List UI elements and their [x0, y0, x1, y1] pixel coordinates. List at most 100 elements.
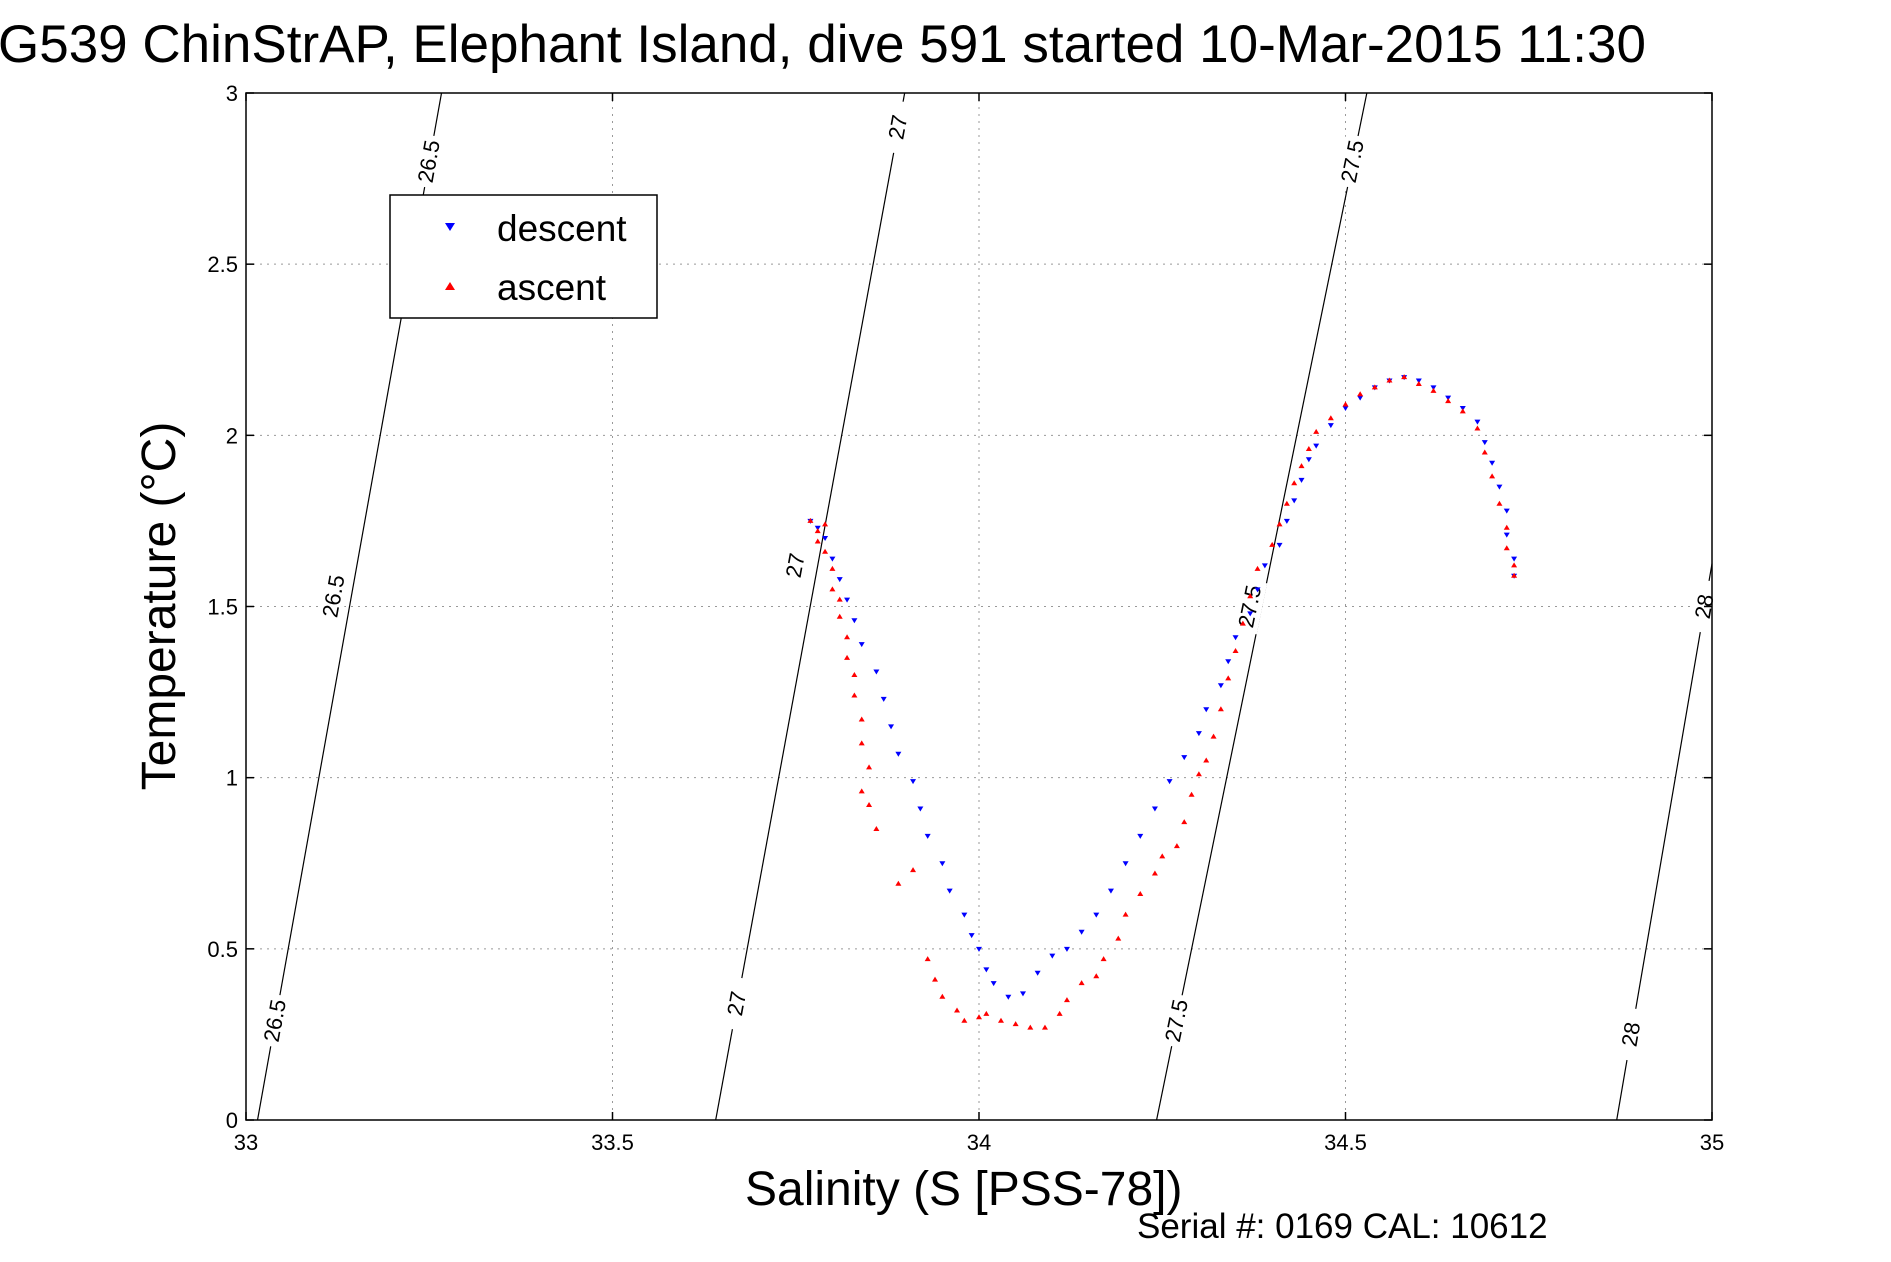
ascent-point	[939, 993, 946, 999]
y-tick-label: 1.5	[207, 595, 238, 620]
ascent-point	[932, 976, 939, 982]
ascent-point	[1445, 398, 1452, 404]
isopycnal-label-bg	[1233, 578, 1268, 635]
ascent-point	[822, 521, 829, 527]
ascent-point	[1371, 384, 1378, 390]
isopycnal-label: 27	[781, 551, 810, 580]
isopycnal-label-bg	[1335, 133, 1370, 190]
descent-point	[910, 779, 917, 785]
ascent-point	[976, 1014, 982, 1020]
ascent-point	[1254, 565, 1261, 571]
descent-point	[917, 806, 924, 812]
isopycnal-label: 27.5	[1160, 997, 1193, 1044]
descent-point	[1298, 477, 1305, 483]
descent-point	[873, 669, 880, 675]
legend-ascent-marker	[445, 282, 455, 290]
y-tick-label: 1	[226, 766, 238, 791]
ascent-point	[866, 802, 873, 808]
descent-point	[1276, 542, 1283, 548]
descent-point	[1342, 405, 1349, 411]
ascent-point	[1041, 1024, 1048, 1030]
ascent-point	[851, 692, 858, 698]
descent-point	[1049, 953, 1056, 959]
descent-point	[1232, 635, 1239, 641]
ascent-point	[895, 880, 902, 886]
ascent-point	[910, 867, 917, 873]
chart-title: G539 ChinStrAP, Elephant Island, dive 59…	[0, 15, 1646, 74]
descent-point	[1481, 440, 1488, 446]
descent-point	[1357, 395, 1364, 401]
descent-point	[1217, 683, 1224, 689]
y-tick-label: 0.5	[207, 937, 238, 962]
descent-point	[976, 946, 982, 952]
descent-point	[858, 642, 865, 648]
legend: descent ascent	[389, 194, 658, 319]
ascent-point	[1195, 771, 1202, 777]
ascent-point	[1181, 819, 1188, 825]
ascent-point	[1357, 391, 1364, 397]
isopycnal-label: 27	[722, 989, 751, 1018]
ascent-point	[1137, 891, 1144, 897]
ascent-point	[1056, 1010, 1063, 1016]
x-tick-label: 35	[1700, 1130, 1724, 1155]
isopycnal-label-bg	[317, 568, 351, 624]
ascent-point	[814, 528, 821, 534]
descent-point	[1503, 532, 1510, 538]
descent-point	[1203, 707, 1210, 713]
ascent-point	[983, 1010, 990, 1016]
descent-point	[844, 597, 851, 603]
descent-point	[836, 577, 843, 583]
ascent-point	[1313, 428, 1320, 434]
ascent-point	[1386, 377, 1393, 383]
ascent-point	[822, 548, 829, 554]
descent-point	[1181, 755, 1188, 761]
isopycnal-label: 26.5	[259, 997, 291, 1044]
ascent-point	[1100, 956, 1107, 962]
ascent-point	[836, 613, 843, 619]
ascent-point	[1159, 853, 1166, 859]
descent-point	[1093, 912, 1100, 918]
ascent-point	[1232, 648, 1239, 654]
serial-footer: Serial #: 0169 CAL: 10612	[1137, 1207, 1548, 1246]
isopycnal-line	[715, 92, 906, 1121]
ascent-point	[954, 1007, 961, 1013]
ascent-point	[807, 517, 814, 523]
axis-ticks: 33 33.5 34 34.5 35 0 0.5 1 1.5 2 2.5 3	[207, 81, 1724, 1155]
descent-point	[895, 751, 902, 757]
isopycnal-label: 28	[1616, 1020, 1645, 1048]
ascent-point	[1115, 935, 1122, 941]
descent-point	[990, 981, 997, 987]
ascent-point	[844, 654, 851, 660]
ascent-point	[1291, 480, 1298, 486]
ascent-point	[1093, 973, 1100, 979]
ascent-point	[866, 764, 873, 770]
ascent-point	[1401, 374, 1408, 380]
ascent-point	[1122, 911, 1129, 917]
descent-point	[888, 724, 895, 730]
x-tick-label: 33	[234, 1130, 258, 1155]
descent-point	[1122, 861, 1129, 867]
ascent-point	[1188, 791, 1195, 797]
descent-point	[1225, 659, 1232, 665]
isopycnal-label-bg	[1159, 992, 1194, 1049]
ascent-point	[1217, 706, 1224, 712]
descent-point	[1107, 888, 1114, 894]
ascent-point	[1210, 733, 1217, 739]
descent-point	[1283, 518, 1290, 524]
legend-box	[389, 194, 658, 319]
ascent-point	[1151, 870, 1158, 876]
data-points	[807, 374, 1518, 1030]
isopycnal-label: 27	[883, 113, 912, 142]
descent-point	[851, 618, 858, 624]
y-tick-label: 2.5	[207, 252, 238, 277]
isopycnal-label-bg	[412, 133, 446, 190]
ascent-point	[1496, 500, 1503, 506]
ascent-point	[851, 671, 858, 677]
ascent-point	[1481, 449, 1488, 455]
descent-point	[939, 861, 946, 867]
x-axis-label: Salinity (S [PSS-78])	[745, 1163, 1182, 1216]
descent-point	[1166, 779, 1173, 785]
ascent-point	[1305, 446, 1312, 452]
ascent-point	[1269, 541, 1276, 547]
